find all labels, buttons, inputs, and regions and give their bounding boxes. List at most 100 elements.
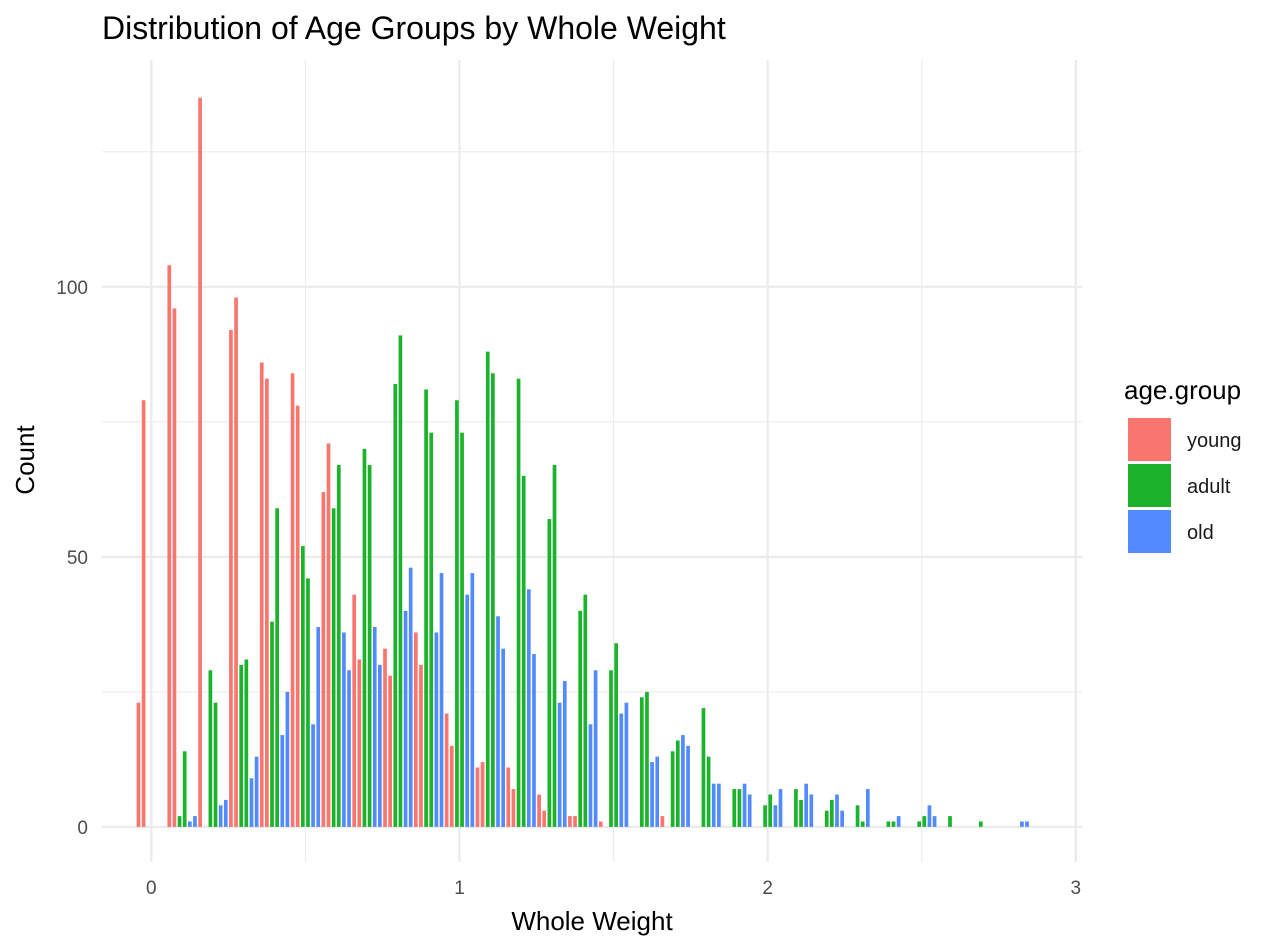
bar-old [218, 805, 223, 827]
bar-old [496, 616, 500, 827]
bar-adult [306, 578, 310, 827]
bar-young [388, 675, 392, 827]
bar-adult [336, 465, 341, 827]
bar-young [141, 400, 146, 827]
bar-adult [182, 751, 187, 827]
bar-adult [547, 519, 552, 827]
bar-adult [917, 821, 922, 827]
bar-old [711, 783, 716, 827]
bar-old [562, 681, 567, 827]
bar-adult [583, 594, 588, 827]
bar-young [511, 789, 516, 827]
bar-adult [455, 400, 459, 827]
bar-old [742, 783, 747, 827]
bar-adult [300, 546, 305, 827]
bar-old [434, 632, 439, 827]
bar-old [254, 756, 259, 827]
bar-young [295, 405, 300, 827]
bar-old [526, 589, 531, 827]
bar-old [593, 670, 598, 827]
bar-adult [367, 465, 372, 827]
legend-swatch-adult [1128, 464, 1171, 507]
bar-adult [516, 378, 521, 827]
bar-old [532, 654, 536, 827]
bar-old [1025, 821, 1029, 827]
bar-young [413, 632, 418, 827]
bar-old [187, 821, 192, 827]
legend-label-old: old [1187, 522, 1214, 544]
bar-adult [244, 659, 249, 827]
bar-adult [491, 373, 495, 827]
bar-old [927, 805, 932, 827]
bar-adult [521, 475, 526, 827]
bar-old [896, 816, 901, 827]
legend-swatch-old [1128, 510, 1171, 553]
bar-young [290, 373, 295, 827]
legend: age.group young adult old [1124, 375, 1242, 553]
bar-adult [239, 664, 244, 827]
bar-adult [891, 821, 896, 827]
bar-old [619, 713, 624, 827]
bar-adult [732, 789, 737, 827]
bar-young [167, 265, 172, 827]
bar-adult [675, 740, 680, 827]
bar-young [598, 821, 603, 827]
bar-old [342, 632, 346, 827]
bar-old [372, 627, 377, 827]
bar-young [506, 767, 511, 827]
bar-adult [331, 508, 336, 827]
bar-young [475, 767, 480, 827]
bar-old [465, 594, 470, 827]
bar-adult [362, 448, 367, 827]
bar-adult [398, 335, 403, 827]
bar-adult [670, 751, 675, 827]
bar-young [480, 762, 485, 827]
bar-young [265, 378, 269, 827]
bar-adult [429, 432, 434, 827]
bar-adult [424, 389, 428, 827]
tick-labels: 0 1 2 3 0 50 100 [56, 278, 1081, 899]
bar-old [778, 789, 783, 827]
bar-adult [578, 610, 583, 827]
bar-adult [855, 805, 860, 827]
bar-young [321, 492, 326, 827]
bar-young [444, 713, 449, 827]
bar-adult [614, 643, 618, 827]
bar-old [403, 610, 408, 827]
bar-adult [177, 816, 182, 827]
bar-old [650, 762, 654, 827]
bar-young [136, 702, 141, 827]
bar-young [172, 308, 177, 827]
bar-old [285, 691, 290, 827]
bar-old [280, 735, 285, 827]
bar-old [470, 573, 475, 827]
bar-old [840, 810, 844, 827]
legend-label-young: young [1187, 430, 1242, 452]
bar-old [681, 735, 685, 827]
y-axis-title: Count [10, 425, 40, 495]
bar-young [229, 330, 233, 827]
y-tick-label: 100 [56, 278, 88, 299]
bar-adult [706, 756, 711, 827]
bar-adult [208, 670, 213, 827]
bar-old [773, 805, 778, 827]
bar-adult [213, 702, 218, 827]
x-tick-label: 3 [1071, 878, 1082, 899]
bar-young [357, 659, 362, 827]
bar-old [501, 648, 505, 827]
bar-adult [270, 621, 274, 827]
bar-old [835, 794, 839, 827]
bar-young [234, 297, 238, 827]
x-axis-title: Whole Weight [511, 906, 673, 936]
bar-young [542, 810, 547, 827]
bar-young [660, 816, 665, 827]
bar-old [747, 794, 752, 827]
bar-old [1020, 821, 1024, 827]
bar-adult [763, 805, 767, 827]
bar-old [557, 702, 562, 827]
chart-title: Distribution of Age Groups by Whole Weig… [102, 10, 726, 46]
bar-adult [645, 691, 649, 827]
bar-old [686, 745, 690, 827]
bar-adult [860, 821, 865, 827]
